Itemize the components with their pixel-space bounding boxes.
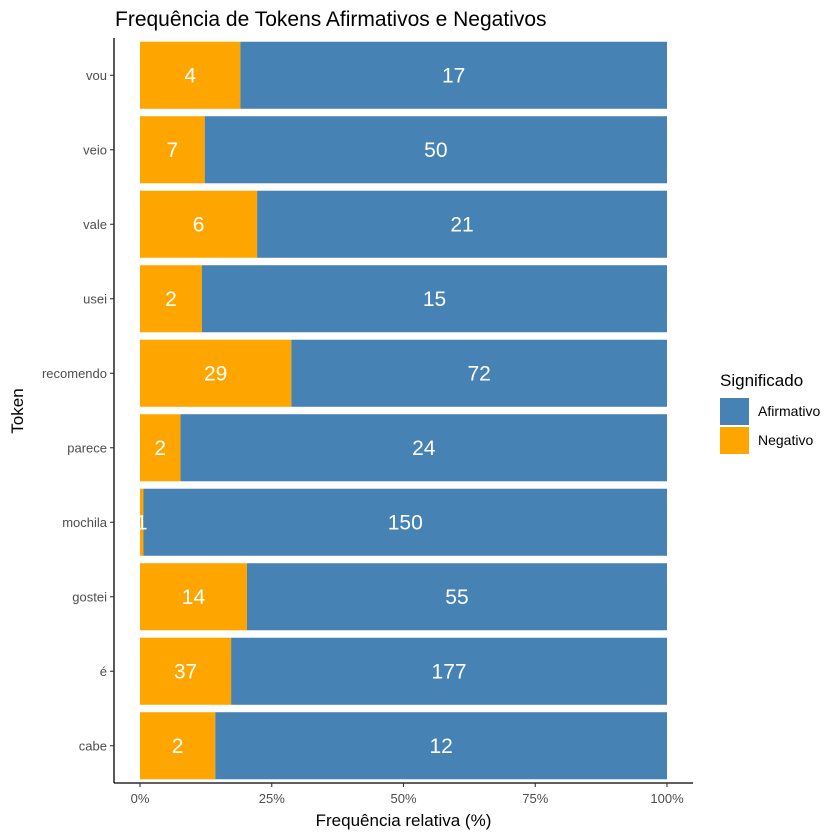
- bars-group: [140, 41, 668, 780]
- y-tick-label-vou: vou: [86, 68, 107, 83]
- y-tick-label-mochila: mochila: [62, 515, 108, 530]
- bar-negativo-cabe: [140, 712, 216, 780]
- bar-afirmativo-gostei: [246, 563, 667, 631]
- legend-label-afirmativo: Afirmativo: [758, 403, 820, 419]
- y-tick-label-cabe: cabe: [79, 738, 107, 753]
- y-tick-label-parece: parece: [67, 440, 107, 455]
- bar-afirmativo-veio: [204, 116, 667, 184]
- bar-negativo-recomendo: [140, 339, 292, 407]
- bar-negativo-veio: [140, 116, 205, 184]
- bar-label-afirmativo-vou: 17: [442, 64, 465, 87]
- legend-key-afirmativo: [720, 398, 749, 425]
- bar-label-afirmativo-mochila: 150: [388, 511, 423, 534]
- x-axis-ticks: 0% 25% 50% 75% 100%: [131, 783, 684, 806]
- bar-label-negativo-vale: 6: [193, 213, 205, 236]
- x-tick-label: 0%: [131, 791, 150, 806]
- y-tick-label-gostei: gostei: [72, 589, 107, 604]
- bar-afirmativo-parece: [180, 414, 668, 482]
- bar-label-negativo-cabe: 2: [172, 735, 184, 758]
- bar-afirmativo-e: [231, 637, 667, 705]
- bar-label-afirmativo-recomendo: 72: [467, 362, 490, 385]
- y-tick-label-recomendo: recomendo: [42, 366, 107, 381]
- bar-afirmativo-vale: [257, 190, 667, 258]
- bar-afirmativo-usei: [202, 265, 667, 333]
- y-axis-title: Token: [8, 388, 27, 433]
- bar-label-afirmativo-usei: 15: [423, 288, 446, 311]
- legend-label-negativo: Negativo: [758, 432, 813, 448]
- bar-negativo-parece: [140, 414, 181, 482]
- bar-negativo-mochila: [140, 488, 144, 556]
- bar-label-afirmativo-gostei: 55: [445, 586, 468, 609]
- bar-label-negativo-vou: 4: [184, 64, 196, 87]
- x-tick-label: 50%: [390, 791, 416, 806]
- chart-title: Frequência de Tokens Afirmativos e Negat…: [115, 8, 547, 31]
- y-tick-label-veio: veio: [83, 142, 107, 157]
- bar-label-negativo-parece: 2: [154, 437, 166, 460]
- legend-key-negativo: [720, 427, 749, 454]
- bar-label-negativo-recomendo: 29: [204, 362, 227, 385]
- bar-negativo-vale: [140, 190, 258, 258]
- bar-negativo-usei: [140, 265, 202, 333]
- legend: Significado Afirmativo Negativo: [720, 371, 820, 454]
- bar-label-negativo-usei: 2: [165, 288, 177, 311]
- legend-title: Significado: [720, 371, 803, 390]
- y-tick-label-vale: vale: [83, 217, 107, 232]
- y-tick-label-usei: usei: [83, 291, 107, 306]
- bar-negativo-vou: [140, 41, 241, 109]
- bar-label-afirmativo-e: 177: [432, 660, 467, 683]
- x-tick-label: 25%: [259, 791, 285, 806]
- bar-label-afirmativo-veio: 50: [424, 139, 447, 162]
- bar-afirmativo-cabe: [215, 712, 668, 780]
- bar-label-afirmativo-cabe: 12: [429, 735, 452, 758]
- x-tick-label: 100%: [650, 791, 684, 806]
- bar-afirmativo-vou: [240, 41, 667, 109]
- legend-items: Afirmativo Negativo: [720, 398, 820, 454]
- bar-afirmativo-mochila: [143, 488, 668, 556]
- bar-label-afirmativo-vale: 21: [450, 213, 473, 236]
- y-axis-ticks: vou veio vale usei recomendo parece mochila gos…: [42, 68, 114, 753]
- x-axis-title: Frequência relativa (%): [316, 811, 492, 830]
- x-tick-label: 75%: [522, 791, 548, 806]
- bar-negativo-gostei: [140, 563, 247, 631]
- bar-label-afirmativo-parece: 24: [412, 437, 436, 460]
- bar-label-negativo-gostei: 14: [182, 586, 206, 609]
- y-tick-label-e: é: [100, 664, 107, 679]
- bar-label-negativo-veio: 7: [167, 139, 179, 162]
- bar-label-negativo-e: 37: [174, 660, 197, 683]
- bar-negativo-e: [140, 637, 232, 705]
- bar-label-negativo-mochila: 1: [136, 511, 148, 534]
- bar-afirmativo-recomendo: [291, 339, 667, 407]
